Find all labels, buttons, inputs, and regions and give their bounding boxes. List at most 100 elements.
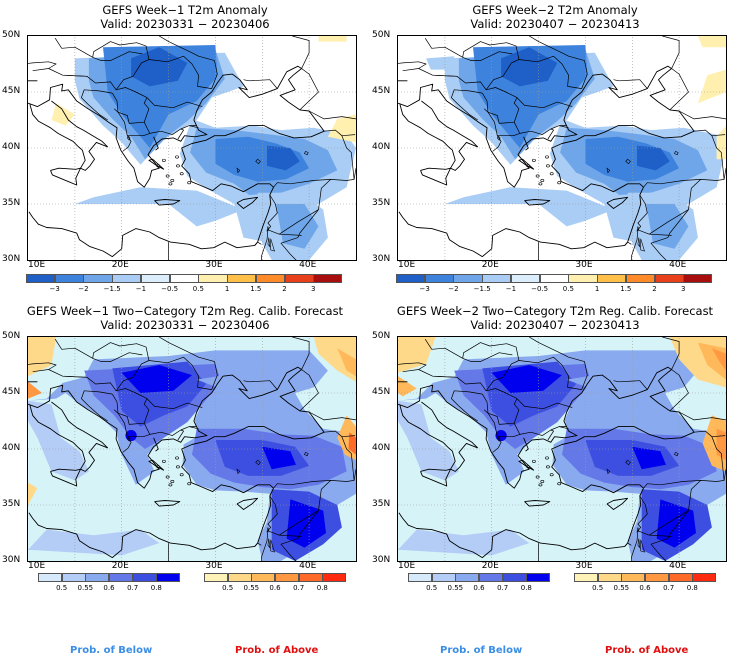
- lon-tick-label: 20E: [481, 561, 499, 571]
- lat-tick-label: 35N: [2, 198, 21, 208]
- panel-week1-anomaly: GEFS Week−1 T2m Anomaly Valid: 20230331 …: [0, 0, 370, 300]
- colorbar-swatch: [455, 573, 480, 582]
- colorbar-tick-label: 0.8: [150, 584, 162, 592]
- lat-tick-label: 50N: [2, 30, 21, 40]
- colorbar-swatch: [275, 573, 300, 582]
- colorbar-swatch: [54, 274, 84, 283]
- colorbar-swatch: [227, 573, 252, 582]
- prob-below-colorbar: 0.5 0.55 0.6 0.7 0.8: [408, 573, 551, 599]
- colorbar-swatch: [502, 573, 527, 582]
- lat-tick-label: 35N: [372, 499, 391, 509]
- probability-map-svg: [28, 337, 356, 561]
- colorbar-swatch: [396, 274, 426, 283]
- prob-above-label: Prob. of Above: [605, 645, 689, 656]
- lat-tick-label: 40N: [2, 443, 21, 453]
- colorbar-swatch: [85, 573, 110, 582]
- colorbar-tick-label: −0.5: [161, 285, 179, 293]
- colorbar-swatch: [322, 573, 347, 582]
- lon-tick-label: 40E: [299, 260, 317, 270]
- colorbar-tick-label: −2: [448, 285, 459, 293]
- colorbar-swatch: [313, 274, 343, 283]
- colorbar-swatch: [453, 274, 483, 283]
- colorbar-tick-label: 0.7: [663, 584, 675, 592]
- lat-tick-label: 30N: [372, 555, 391, 565]
- lat-tick-label: 50N: [372, 331, 391, 341]
- colorbar-swatch: [227, 274, 257, 283]
- anomaly-colorbar: −3 −2 −1.5 −1 −0.5 0.5 1 1.5 2 3: [26, 274, 343, 300]
- colorbar-swatch: [510, 274, 541, 283]
- colorbar-tick-label: −1: [135, 285, 147, 293]
- lat-tick-label: 45N: [372, 86, 391, 96]
- colorbar-tick-label: 0.6: [103, 584, 115, 592]
- probability-map-svg: [398, 337, 726, 561]
- colorbar-tick-label: 0.5: [222, 584, 234, 592]
- lon-tick-label: 10E: [398, 561, 416, 571]
- lon-tick-label: 10E: [28, 561, 46, 571]
- lon-tick-label: 30E: [575, 260, 593, 270]
- colorbar-swatch: [61, 573, 86, 582]
- colorbar-swatch: [482, 274, 512, 283]
- colorbar-swatch: [479, 573, 504, 582]
- colorbar-tick-label: 0.55: [243, 584, 260, 592]
- colorbar-swatch: [284, 274, 314, 283]
- colorbar-swatch: [132, 573, 157, 582]
- colorbar-tick-label: 0.55: [77, 584, 94, 592]
- probability-map: [397, 336, 727, 562]
- lon-tick-label: 30E: [575, 561, 593, 571]
- colorbar-swatch: [156, 573, 181, 582]
- lon-tick-label: 20E: [111, 561, 129, 571]
- colorbar-tick-label: 0.7: [127, 584, 139, 592]
- colorbar-tick-label: 0.8: [520, 584, 532, 592]
- lon-tick-label: 10E: [28, 260, 46, 270]
- colorbar-tick-label: 0.8: [686, 584, 698, 592]
- panel-title: GEFS Week−2 T2m Anomaly: [472, 3, 638, 17]
- colorbar-swatch: [692, 573, 717, 582]
- colorbar-tick-label: −1.5: [103, 285, 121, 293]
- colorbar-swatch: [526, 573, 551, 582]
- colorbar-swatch: [621, 573, 646, 582]
- lat-tick-label: 40N: [372, 142, 391, 152]
- colorbar-tick-label: −2: [78, 285, 89, 293]
- lon-tick-label: 10E: [398, 260, 416, 270]
- colorbar-tick-label: 3: [681, 285, 686, 293]
- colorbar-swatch: [298, 573, 323, 582]
- colorbar-swatch: [597, 274, 627, 283]
- colorbar-tick-label: 0.5: [562, 285, 574, 293]
- colorbar-swatch: [597, 573, 622, 582]
- colorbar-swatch: [251, 573, 276, 582]
- lon-tick-label: 30E: [205, 260, 223, 270]
- colorbar-swatch: [38, 573, 63, 582]
- colorbar-tick-label: 1: [224, 285, 230, 293]
- colorbar-tick-label: 0.6: [269, 584, 281, 592]
- colorbar-swatch: [408, 573, 433, 582]
- lon-tick-label: 40E: [669, 260, 687, 270]
- panel-valid: Valid: 20230407 − 20230413: [470, 17, 640, 31]
- lat-tick-label: 45N: [2, 86, 21, 96]
- lat-tick-label: 30N: [2, 254, 21, 264]
- anomaly-map: [397, 35, 727, 261]
- colorbar-tick-label: 0.55: [613, 584, 630, 592]
- colorbar-swatch: [83, 274, 113, 283]
- anomaly-map-svg: [398, 36, 726, 260]
- colorbar-tick-label: 2: [652, 285, 657, 293]
- lon-tick-label: 20E: [111, 260, 129, 270]
- panel-week1-probability: GEFS Week−1 Two−Category T2m Reg. Calib.…: [0, 300, 370, 662]
- lat-tick-label: 40N: [372, 443, 391, 453]
- colorbar-swatch: [169, 274, 199, 283]
- colorbar-tick-label: 0.5: [56, 584, 68, 592]
- colorbar-tick-label: −1: [505, 285, 517, 293]
- colorbar-swatch: [255, 274, 286, 283]
- colorbar-tick-label: 2: [282, 285, 287, 293]
- colorbar-swatch: [539, 274, 569, 283]
- lat-tick-label: 50N: [372, 30, 391, 40]
- prob-above-label: Prob. of Above: [235, 645, 319, 656]
- colorbar-tick-label: 1: [594, 285, 600, 293]
- colorbar-swatch: [424, 274, 454, 283]
- colorbar-swatch: [654, 274, 684, 283]
- prob-below-label: Prob. of Below: [440, 645, 523, 656]
- lat-tick-label: 45N: [372, 387, 391, 397]
- panel-week2-probability: GEFS Week−2 Two−Category T2m Reg. Calib.…: [370, 300, 740, 662]
- panel-valid: Valid: 20230407 − 20230413: [470, 318, 640, 332]
- colorbar-tick-label: 0.7: [293, 584, 305, 592]
- prob-above-colorbar: 0.5 0.55 0.6 0.7 0.8: [204, 573, 347, 599]
